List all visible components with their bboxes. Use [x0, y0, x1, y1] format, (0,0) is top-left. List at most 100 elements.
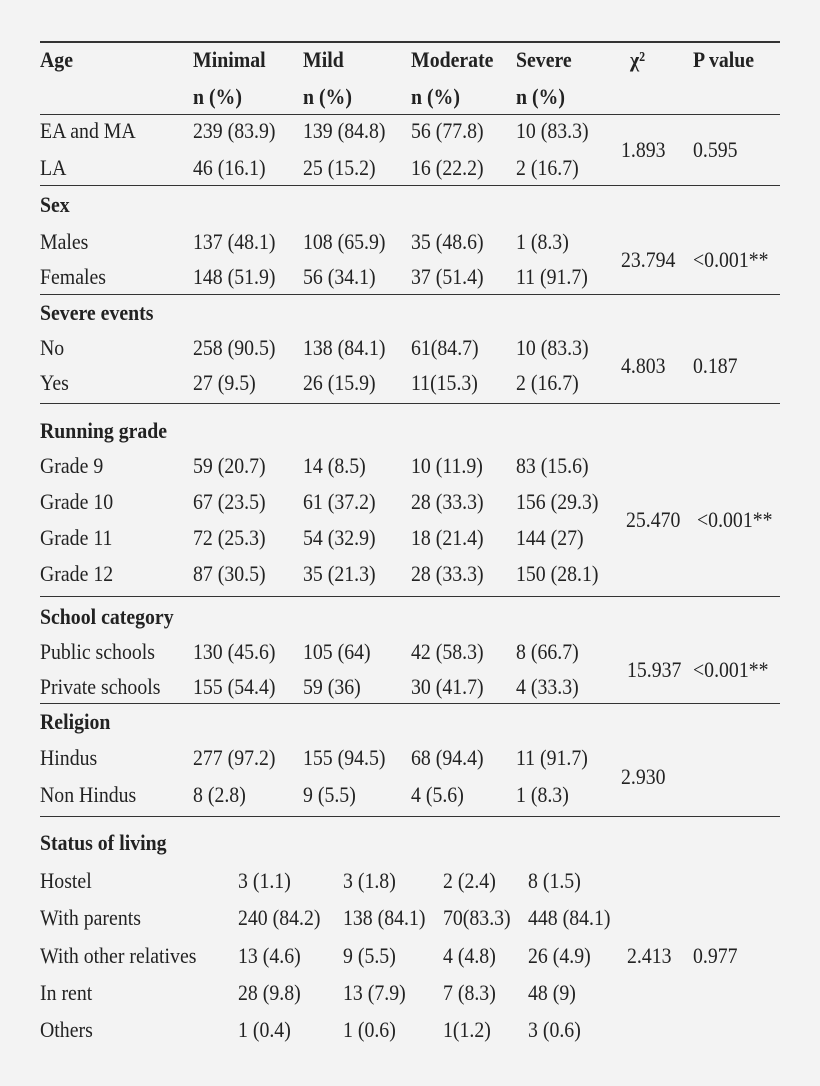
- cell-value: 26 (4.9): [528, 943, 591, 968]
- rule: [40, 294, 780, 295]
- cell-value: 155 (94.5): [303, 745, 386, 770]
- row-label: Non Hindus: [40, 782, 137, 807]
- cell-value: 8 (66.7): [516, 639, 579, 664]
- section-title: School category: [40, 604, 174, 629]
- chi-square: 1.893: [621, 136, 666, 162]
- cell-value: 87 (30.5): [193, 561, 266, 586]
- cell-value: 8 (2.8): [193, 782, 246, 807]
- column-header: Mild: [303, 47, 344, 72]
- column-subheader: n (%): [303, 84, 352, 109]
- chi-square: 4.803: [621, 352, 666, 378]
- rule: [40, 41, 780, 43]
- row-label: Grade 9: [40, 453, 104, 478]
- chi-square: 15.937: [627, 656, 682, 682]
- cell-value: 25 (15.2): [303, 155, 376, 180]
- cell-value: 137 (48.1): [193, 229, 276, 254]
- chi-square: 2.930: [621, 763, 666, 789]
- cell-value: 14 (8.5): [303, 453, 366, 478]
- cell-value: 61 (37.2): [303, 489, 376, 514]
- cell-value: 155 (54.4): [193, 674, 276, 699]
- cell-value: 10 (83.3): [516, 118, 589, 143]
- cell-value: 138 (84.1): [343, 905, 426, 930]
- p-value: <0.001**: [693, 656, 769, 682]
- cell-value: 11(15.3): [411, 370, 478, 395]
- cell-value: 2 (2.4): [443, 868, 496, 893]
- cell-value: 28 (9.8): [238, 980, 301, 1005]
- cell-value: 11 (91.7): [516, 264, 588, 289]
- cell-value: 139 (84.8): [303, 118, 386, 143]
- cell-value: 54 (32.9): [303, 525, 376, 550]
- cell-value: 1 (0.6): [343, 1017, 396, 1042]
- cell-value: 13 (7.9): [343, 980, 406, 1005]
- cell-value: 144 (27): [516, 525, 584, 550]
- cell-value: 28 (33.3): [411, 561, 484, 586]
- chi-square: 23.794: [621, 246, 676, 272]
- row-label: Others: [40, 1017, 93, 1042]
- cell-value: 68 (94.4): [411, 745, 484, 770]
- row-label: Grade 12: [40, 561, 114, 586]
- cell-value: 67 (23.5): [193, 489, 266, 514]
- cell-value: 4 (4.8): [443, 943, 496, 968]
- chi-square: 2.413: [627, 942, 672, 968]
- row-label: With parents: [40, 905, 141, 930]
- cell-value: 16 (22.2): [411, 155, 484, 180]
- column-header: Minimal: [193, 47, 266, 72]
- row-label: Grade 11: [40, 525, 113, 550]
- cell-value: 3 (1.1): [238, 868, 291, 893]
- row-label: Yes: [40, 370, 69, 395]
- column-subheader: n (%): [193, 84, 242, 109]
- cell-value: 59 (20.7): [193, 453, 266, 478]
- cell-value: 3 (0.6): [528, 1017, 581, 1042]
- cell-value: 56 (34.1): [303, 264, 376, 289]
- cell-value: 35 (21.3): [303, 561, 376, 586]
- cell-value: 3 (1.8): [343, 868, 396, 893]
- cell-value: 108 (65.9): [303, 229, 386, 254]
- rule: [40, 114, 780, 115]
- cell-value: 1(1.2): [443, 1017, 491, 1042]
- rule: [40, 596, 780, 597]
- cell-value: 9 (5.5): [303, 782, 356, 807]
- section-title: Severe events: [40, 300, 154, 325]
- p-value: <0.001**: [697, 507, 773, 532]
- rule: [40, 403, 780, 404]
- cell-value: 48 (9): [528, 980, 576, 1005]
- cell-value: 239 (83.9): [193, 118, 276, 143]
- cell-value: 30 (41.7): [411, 674, 484, 699]
- cell-value: 258 (90.5): [193, 335, 276, 360]
- column-subheader: n (%): [411, 84, 460, 109]
- row-label: Hostel: [40, 868, 92, 893]
- cell-value: 448 (84.1): [528, 905, 611, 930]
- row-label: LA: [40, 155, 67, 180]
- row-label: In rent: [40, 980, 93, 1005]
- cell-value: 37 (51.4): [411, 264, 484, 289]
- cell-value: 9 (5.5): [343, 943, 396, 968]
- row-label: EA and MA: [40, 118, 136, 143]
- cell-value: 28 (33.3): [411, 489, 484, 514]
- cell-value: 10 (11.9): [411, 453, 483, 478]
- cell-value: 148 (51.9): [193, 264, 276, 289]
- column-header: Age: [40, 47, 73, 72]
- cell-value: 83 (15.6): [516, 453, 589, 478]
- cell-value: 56 (77.8): [411, 118, 484, 143]
- cell-value: 1 (8.3): [516, 782, 569, 807]
- cell-value: 150 (28.1): [516, 561, 599, 586]
- row-label: Private schools: [40, 674, 161, 699]
- cell-value: 26 (15.9): [303, 370, 376, 395]
- cell-value: 1 (8.3): [516, 229, 569, 254]
- row-label: Females: [40, 264, 106, 289]
- row-label: Public schools: [40, 639, 155, 664]
- cell-value: 4 (33.3): [516, 674, 579, 699]
- row-label: With other relatives: [40, 943, 197, 968]
- cell-value: 130 (45.6): [193, 639, 276, 664]
- section-title: Sex: [40, 192, 70, 217]
- cell-value: 18 (21.4): [411, 525, 484, 550]
- cell-value: 11 (91.7): [516, 745, 588, 770]
- cell-value: 46 (16.1): [193, 155, 266, 180]
- cell-value: 35 (48.6): [411, 229, 484, 254]
- row-label: No: [40, 335, 65, 360]
- chi-square: 25.470: [626, 507, 681, 532]
- cell-value: 27 (9.5): [193, 370, 256, 395]
- cell-value: 13 (4.6): [238, 943, 301, 968]
- column-header: Moderate: [411, 47, 494, 72]
- p-value: 0.187: [693, 352, 738, 378]
